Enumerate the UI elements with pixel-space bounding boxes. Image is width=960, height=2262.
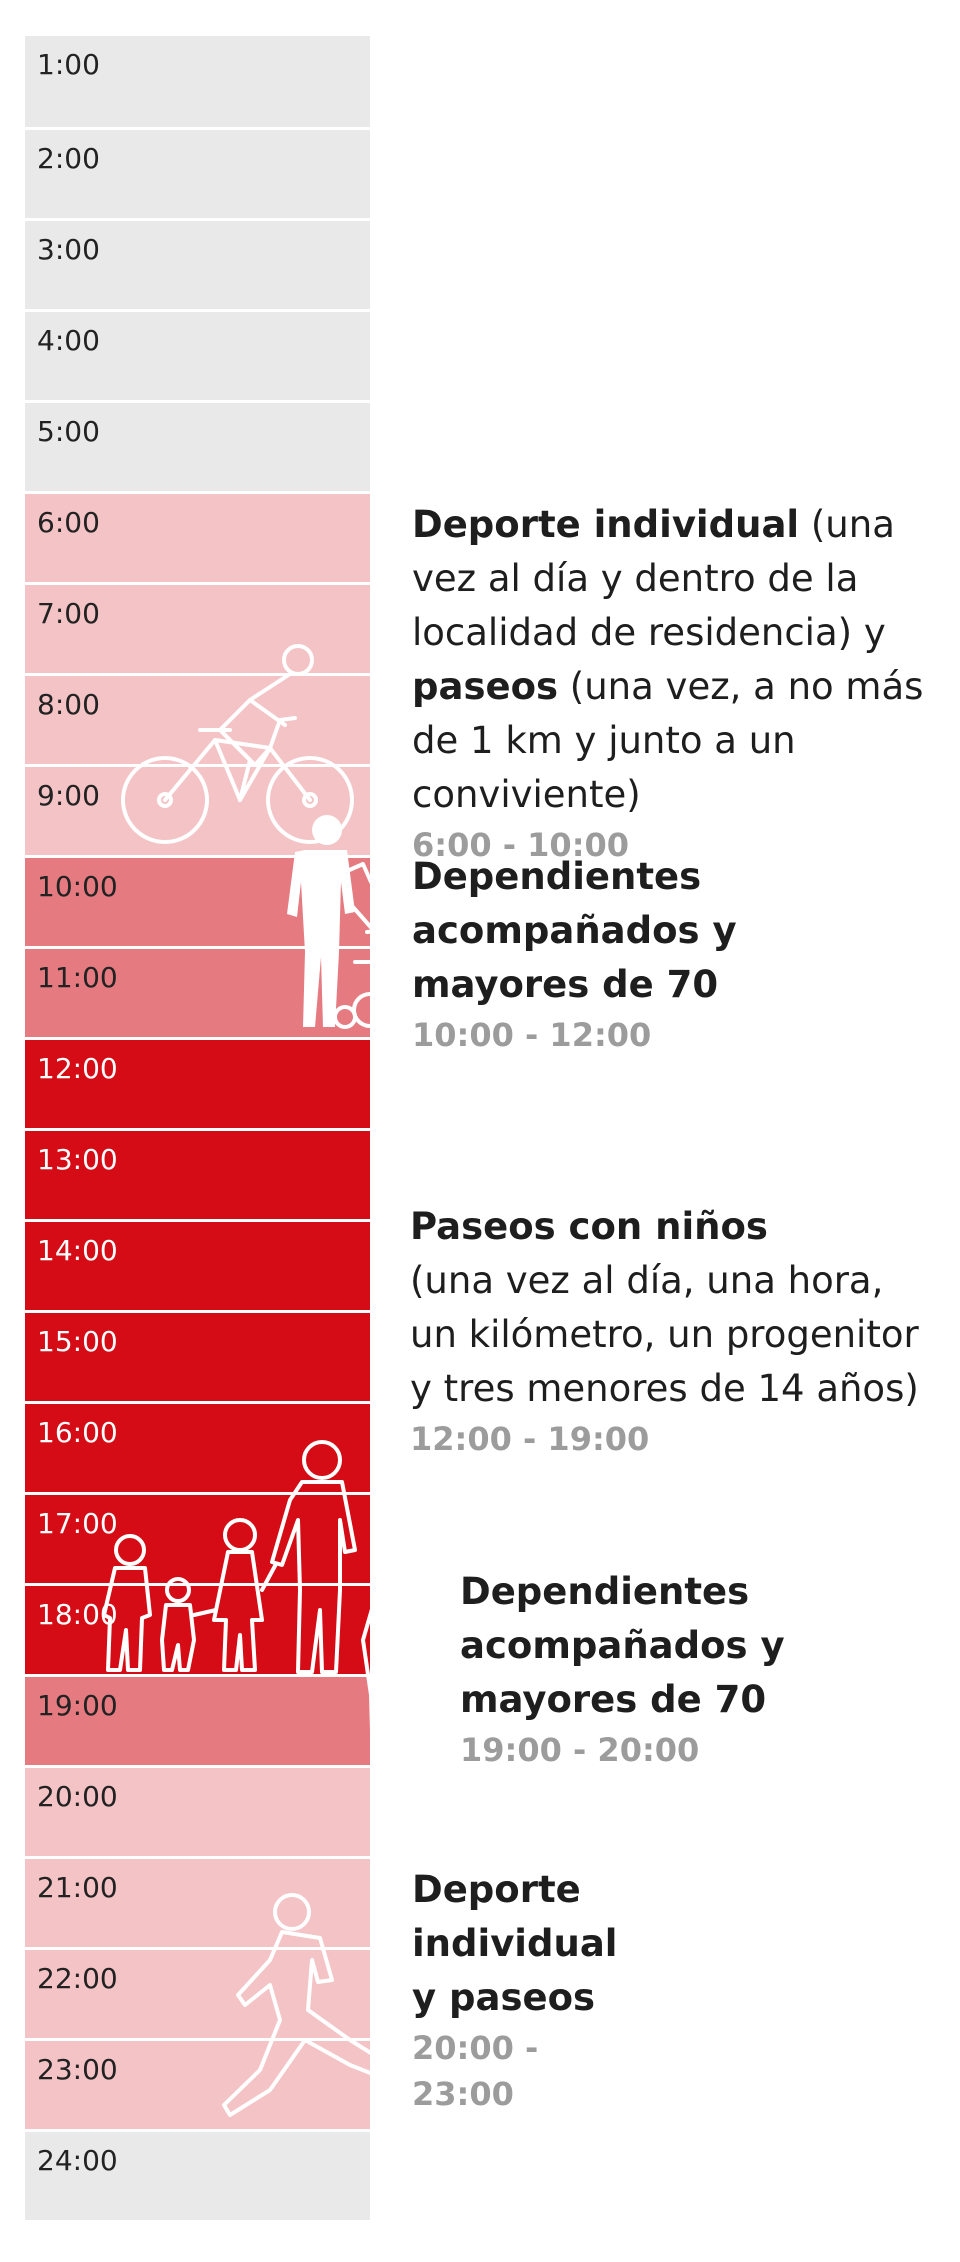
hour-row: 13:00 [25, 1128, 370, 1219]
hour-row: 8:00 [25, 673, 370, 764]
hour-label: 13:00 [37, 1143, 118, 1176]
hour-label: 21:00 [37, 1871, 118, 1904]
cyclist-icon [121, 644, 354, 844]
sport-evening-block: Deporte individual y paseos 20:00 - 23:0… [412, 1863, 642, 2117]
hour-row: 6:00 [25, 491, 370, 582]
hour-row: 19:00 [25, 1674, 370, 1765]
hour-row: 9:00 [25, 764, 370, 855]
hour-row: 4:00 [25, 309, 370, 400]
children-title: Paseos con niños [410, 1205, 768, 1248]
hour-timeline: 1:00 2:00 3:00 4:00 5:00 6:00 7:00 8:00 9:00 10:0… [25, 36, 370, 2220]
hour-label: 2:00 [37, 142, 100, 175]
dependents-evening-block: Dependientes acompañados y mayores de 70… [460, 1565, 790, 1773]
hour-label: 20:00 [37, 1780, 118, 1813]
children-description: (una vez al día, una hora, un kilómetro,… [410, 1259, 919, 1410]
dependents-evening-title: Dependientes acompañados y mayores de 70 [460, 1570, 785, 1721]
hour-label: 10:00 [37, 870, 118, 903]
sport-morning-desc-1: (una vez al día y dentro de la localidad… [412, 503, 895, 654]
hour-row: 20:00 [25, 1765, 370, 1856]
sport-morning-time: 6:00 - 10:00 [412, 826, 630, 864]
dependents-morning-block: Dependientes acompañados y mayores de 70… [412, 850, 742, 1058]
sport-evening-time: 20:00 - 23:00 [412, 2029, 539, 2113]
family-walking-icon [102, 1440, 357, 1674]
hour-label: 8:00 [37, 688, 100, 721]
hour-label: 14:00 [37, 1234, 118, 1267]
hour-row: 5:00 [25, 400, 370, 491]
hour-row: 24:00 [25, 2129, 370, 2220]
hour-label: 16:00 [37, 1416, 118, 1449]
sport-morning-block: Deporte individual (una vez al día y den… [412, 498, 952, 868]
sport-evening-title: Deporte individual y paseos [412, 1868, 618, 2019]
hour-label: 23:00 [37, 2053, 118, 2086]
sport-morning-title-2: paseos [412, 665, 559, 708]
hour-label: 19:00 [37, 1689, 118, 1722]
hour-label: 6:00 [37, 506, 100, 539]
wheelchair-helper-icon [287, 815, 397, 1029]
sport-morning-title: Deporte individual [412, 503, 800, 546]
sport-morning-desc-2: (una vez, a no más de 1 km y junto a un … [412, 665, 924, 816]
hour-row: 23:00 [25, 2038, 370, 2129]
dependents-morning-title: Dependientes acompañados y mayores de 70 [412, 855, 737, 1006]
runner-icon [222, 1893, 392, 2117]
hour-row: 12:00 [25, 1037, 370, 1128]
hour-row: 21:00 [25, 1856, 370, 1947]
hour-label: 5:00 [37, 415, 100, 448]
hour-row: 1:00 [25, 36, 370, 127]
hour-label: 3:00 [37, 233, 100, 266]
hour-label: 1:00 [37, 48, 100, 81]
hour-label: 11:00 [37, 961, 118, 994]
hour-row: 15:00 [25, 1310, 370, 1401]
hour-label: 24:00 [37, 2144, 118, 2177]
hour-row: 2:00 [25, 127, 370, 218]
hour-row: 14:00 [25, 1219, 370, 1310]
hour-row: 7:00 [25, 582, 370, 673]
children-time: 12:00 - 19:00 [410, 1420, 650, 1458]
children-block: Paseos con niños (una vez al día, una ho… [410, 1200, 935, 1462]
dependents-morning-time: 10:00 - 12:00 [412, 1016, 652, 1054]
hour-label: 22:00 [37, 1962, 118, 1995]
hour-row: 17:00 [25, 1492, 370, 1583]
dependents-evening-time: 19:00 - 20:00 [460, 1731, 700, 1769]
elderly-cane-icon [361, 1547, 447, 1769]
sport-morning-description: Deporte individual (una vez al día y den… [412, 498, 952, 822]
hour-label: 9:00 [37, 779, 100, 812]
hour-label: 17:00 [37, 1507, 118, 1540]
hour-label: 12:00 [37, 1052, 118, 1085]
hour-label: 15:00 [37, 1325, 118, 1358]
hour-label: 7:00 [37, 597, 100, 630]
hour-row: 3:00 [25, 218, 370, 309]
hour-label: 4:00 [37, 324, 100, 357]
